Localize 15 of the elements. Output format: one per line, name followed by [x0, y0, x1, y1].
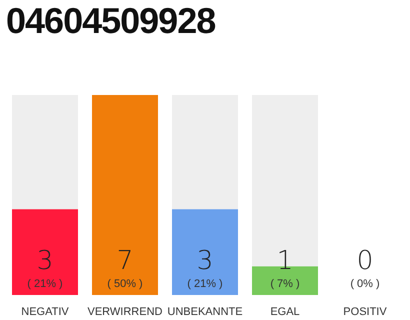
- x-tick-label: UNBEKANNTE: [167, 306, 243, 318]
- annotation: ( 50% ): [107, 278, 143, 290]
- annotation: ( 21% ): [187, 278, 223, 290]
- annotation: ( 21% ): [27, 278, 63, 290]
- data-label: 0: [356, 246, 374, 276]
- x-tick-label: POSITIV: [343, 306, 388, 318]
- annotation: ( 0% ): [350, 278, 380, 290]
- data-label: 3: [36, 246, 54, 276]
- x-tick-label: NEGATIV: [21, 306, 70, 318]
- annotation: ( 7% ): [270, 278, 300, 290]
- x-tick-label: VERWIRREND: [88, 306, 163, 318]
- data-label: 3: [196, 246, 214, 276]
- data-label: 7: [116, 246, 134, 276]
- chart-title: 04604509928: [6, 0, 216, 42]
- x-tick-label: EGAL: [270, 306, 300, 318]
